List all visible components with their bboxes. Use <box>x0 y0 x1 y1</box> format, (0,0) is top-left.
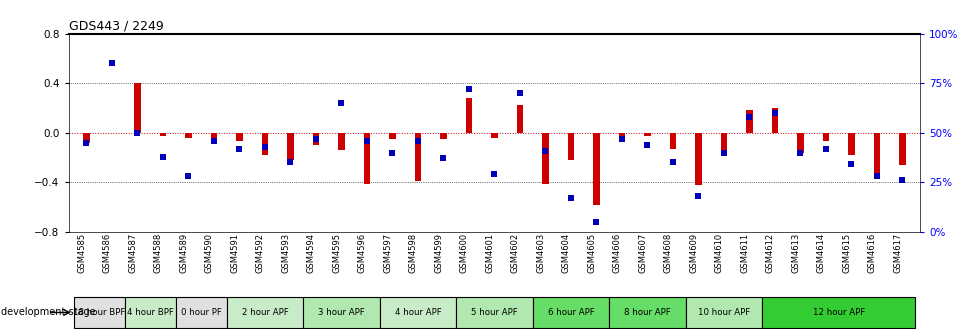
Bar <box>644 133 650 136</box>
Text: 4 hour BPF: 4 hour BPF <box>126 308 173 317</box>
Bar <box>73 297 124 328</box>
Text: GSM4616: GSM4616 <box>867 233 876 274</box>
Text: GSM4607: GSM4607 <box>638 233 646 274</box>
Bar <box>618 133 624 138</box>
Text: GSM4598: GSM4598 <box>409 233 418 273</box>
Bar <box>389 133 395 139</box>
Bar <box>720 133 727 153</box>
Text: GSM4590: GSM4590 <box>204 233 213 273</box>
Text: GSM4604: GSM4604 <box>561 233 570 273</box>
Bar <box>261 133 268 155</box>
Text: GSM4599: GSM4599 <box>434 233 443 273</box>
Text: GSM4611: GSM4611 <box>739 233 748 273</box>
Text: GSM4595: GSM4595 <box>333 233 341 273</box>
Text: 5 hour APF: 5 hour APF <box>470 308 517 317</box>
Text: 8 hour APF: 8 hour APF <box>623 308 670 317</box>
Bar <box>134 83 141 133</box>
Bar <box>364 133 370 183</box>
Bar <box>745 111 752 133</box>
Bar <box>872 133 879 174</box>
Bar <box>567 133 573 160</box>
Text: GSM4591: GSM4591 <box>230 233 240 273</box>
Text: GSM4605: GSM4605 <box>587 233 596 273</box>
Text: 2 hour APF: 2 hour APF <box>242 308 288 317</box>
Text: development stage: development stage <box>1 307 96 318</box>
Text: GSM4613: GSM4613 <box>790 233 800 274</box>
Bar <box>226 297 303 328</box>
Text: GSM4585: GSM4585 <box>77 233 86 273</box>
Bar <box>415 133 421 181</box>
Bar <box>796 133 803 153</box>
Text: GSM4615: GSM4615 <box>841 233 851 273</box>
Text: GSM4597: GSM4597 <box>383 233 392 273</box>
Bar <box>516 106 522 133</box>
Text: 12 hour APF: 12 hour APF <box>812 308 864 317</box>
Text: 6 hour APF: 6 hour APF <box>547 308 594 317</box>
Bar <box>210 133 217 139</box>
Text: GSM4612: GSM4612 <box>765 233 775 273</box>
Bar <box>532 297 608 328</box>
Text: 0 hour PF: 0 hour PF <box>181 308 221 317</box>
Text: GSM4596: GSM4596 <box>358 233 367 273</box>
Bar <box>762 297 914 328</box>
Text: GSM4608: GSM4608 <box>663 233 672 274</box>
Text: GSM4609: GSM4609 <box>689 233 697 273</box>
Bar <box>124 297 175 328</box>
Text: GSM4593: GSM4593 <box>281 233 290 273</box>
Text: GSM4594: GSM4594 <box>306 233 316 273</box>
Bar <box>593 133 599 205</box>
Bar <box>312 133 319 145</box>
Bar <box>175 297 226 328</box>
Text: GSM4601: GSM4601 <box>485 233 494 273</box>
Bar <box>491 133 497 138</box>
Bar <box>236 133 243 141</box>
Text: GSM4600: GSM4600 <box>460 233 468 273</box>
Bar <box>847 133 854 155</box>
Bar <box>542 133 548 183</box>
Text: 10 hour APF: 10 hour APF <box>697 308 749 317</box>
Text: GSM4587: GSM4587 <box>128 233 137 274</box>
Text: 4 hour APF: 4 hour APF <box>394 308 441 317</box>
Text: GSM4606: GSM4606 <box>612 233 621 274</box>
Bar <box>456 297 532 328</box>
Text: 3 hour APF: 3 hour APF <box>318 308 365 317</box>
Bar <box>83 133 89 142</box>
Text: GSM4589: GSM4589 <box>179 233 188 273</box>
Text: GSM4610: GSM4610 <box>714 233 723 273</box>
Text: GSM4617: GSM4617 <box>893 233 902 274</box>
Bar <box>287 133 293 160</box>
Text: GSM4592: GSM4592 <box>255 233 265 273</box>
Bar <box>608 297 685 328</box>
Text: GSM4586: GSM4586 <box>103 233 111 274</box>
Text: GSM4602: GSM4602 <box>511 233 519 273</box>
Bar <box>466 98 471 133</box>
Text: GDS443 / 2249: GDS443 / 2249 <box>68 19 163 33</box>
Bar <box>694 133 701 185</box>
Bar <box>379 297 456 328</box>
Bar <box>337 133 344 150</box>
Bar <box>185 133 192 138</box>
Bar <box>685 297 762 328</box>
Bar <box>303 297 379 328</box>
Text: GSM4603: GSM4603 <box>536 233 545 274</box>
Bar <box>440 133 446 139</box>
Text: GSM4588: GSM4588 <box>154 233 162 274</box>
Bar <box>899 133 905 165</box>
Bar <box>822 133 828 141</box>
Bar <box>159 133 166 136</box>
Bar <box>669 133 676 149</box>
Bar <box>771 108 778 133</box>
Text: GSM4614: GSM4614 <box>816 233 825 273</box>
Text: 18 hour BPF: 18 hour BPF <box>73 308 125 317</box>
